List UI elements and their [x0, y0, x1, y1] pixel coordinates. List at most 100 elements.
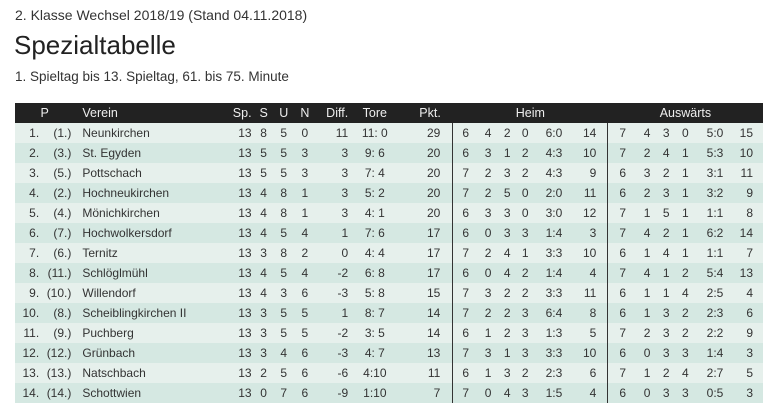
away-games-cell: 6: [607, 383, 637, 403]
team-name-cell: Pottschach: [74, 163, 227, 183]
away-goals-cell: 2:5: [695, 283, 735, 303]
away-wins-cell: 4: [637, 263, 658, 283]
wins-cell: 5: [253, 143, 274, 163]
home-losses-cell: 3: [516, 383, 535, 403]
goal-diff-cell: 1: [315, 223, 353, 243]
rank-cell: 7.: [15, 243, 43, 263]
wins-cell: 8: [253, 123, 274, 143]
home-goals-cell: 1:4: [534, 223, 574, 243]
col-s: S: [253, 103, 274, 123]
rank-cell: 9.: [15, 283, 43, 303]
away-games-cell: 6: [607, 163, 637, 183]
table-row: 5. (4.) Mönichkirchen 13 4 8 1 3 4: 1 20 6 3 3 0 3:0 12…: [15, 203, 763, 223]
previous-rank-cell: (9.): [42, 323, 75, 343]
rank-cell: 14.: [15, 383, 43, 403]
team-name-cell: St. Egyden: [74, 143, 227, 163]
wins-cell: 4: [253, 203, 274, 223]
home-games-cell: 7: [452, 383, 478, 403]
home-goals-cell: 3:3: [534, 243, 574, 263]
rank-cell: 2.: [15, 143, 43, 163]
games-cell: 13: [226, 303, 254, 323]
games-cell: 13: [226, 323, 254, 343]
team-name-cell: Natschbach: [74, 363, 227, 383]
away-losses-cell: 1: [675, 203, 696, 223]
previous-rank-cell: (13.): [42, 363, 75, 383]
away-games-cell: 7: [607, 123, 637, 143]
table-row: 7. (6.) Ternitz 13 3 8 2 0 4: 4 17 7 2 4 1 3:3 10 6 1 4 1 1:…: [15, 243, 763, 263]
home-losses-cell: 2: [516, 163, 535, 183]
home-points-cell: 10: [573, 243, 608, 263]
standings-table: P Verein Sp. S U N Diff. Tore Pkt. Heim …: [15, 103, 763, 403]
goal-diff-cell: -2: [315, 263, 353, 283]
wins-cell: 4: [253, 183, 274, 203]
home-games-cell: 6: [452, 363, 478, 383]
away-wins-cell: 1: [637, 243, 658, 263]
col-sp: Sp.: [226, 103, 254, 123]
away-games-cell: 6: [607, 283, 637, 303]
away-games-cell: 7: [607, 223, 637, 243]
home-wins-cell: 3: [477, 343, 499, 363]
goal-diff-cell: 3: [315, 183, 353, 203]
away-goals-cell: 5:4: [695, 263, 735, 283]
home-goals-cell: 6:0: [534, 123, 574, 143]
away-losses-cell: 2: [675, 303, 696, 323]
home-losses-cell: 3: [516, 323, 535, 343]
draws-cell: 3: [273, 283, 294, 303]
team-name-cell: Grünbach: [74, 343, 227, 363]
away-wins-cell: 1: [637, 283, 658, 303]
goal-diff-cell: -3: [315, 343, 353, 363]
wins-cell: 3: [253, 243, 274, 263]
table-row: 9. (10.) Willendorf 13 4 3 6 -3 5: 8 15 7 3 2 2 3:3 11 6…: [15, 283, 763, 303]
games-cell: 13: [226, 343, 254, 363]
losses-cell: 0: [293, 123, 316, 143]
draws-cell: 5: [273, 263, 294, 283]
home-draws-cell: 4: [498, 383, 517, 403]
table-row: 10. (8.) Scheiblingkirchen II 13 3 5 5 1 8: 7 14 7…: [15, 303, 763, 323]
rank-cell: 3.: [15, 163, 43, 183]
league-title: 2. Klasse Wechsel 2018/19 (Stand 04.11.2…: [15, 7, 308, 23]
goals-cell: 8: 7: [352, 303, 398, 323]
table-row: 13. (13.) Natschbach 13 2 5 6 -6 4:10 11 6 1 3 2 2:3 6 7…: [15, 363, 763, 383]
losses-cell: 6: [293, 343, 316, 363]
home-losses-cell: 2: [516, 263, 535, 283]
home-wins-cell: 0: [477, 223, 499, 243]
goal-diff-cell: -6: [315, 363, 353, 383]
team-name-cell: Puchberg: [74, 323, 227, 343]
home-points-cell: 4: [573, 263, 608, 283]
home-points-cell: 5: [573, 323, 608, 343]
home-wins-cell: 2: [477, 303, 499, 323]
home-draws-cell: 3: [498, 223, 517, 243]
away-wins-cell: 4: [637, 223, 658, 243]
home-games-cell: 6: [452, 143, 478, 163]
games-cell: 13: [226, 143, 254, 163]
page-title: Spezialtabelle: [14, 30, 176, 60]
away-wins-cell: 2: [637, 183, 658, 203]
draws-cell: 5: [273, 323, 294, 343]
home-points-cell: 14: [573, 123, 608, 143]
home-games-cell: 6: [452, 203, 478, 223]
away-goals-cell: 2:7: [695, 363, 735, 383]
home-wins-cell: 2: [477, 243, 499, 263]
away-draws-cell: 3: [657, 303, 676, 323]
home-goals-cell: 1:3: [534, 323, 574, 343]
home-games-cell: 7: [452, 243, 478, 263]
away-wins-cell: 2: [637, 143, 658, 163]
away-losses-cell: 1: [675, 223, 696, 243]
losses-cell: 6: [293, 383, 316, 403]
points-cell: 7: [397, 383, 453, 403]
games-cell: 13: [226, 263, 254, 283]
points-cell: 14: [397, 323, 453, 343]
home-wins-cell: 2: [477, 163, 499, 183]
home-points-cell: 11: [573, 283, 608, 303]
games-cell: 13: [226, 123, 254, 143]
draws-cell: 8: [273, 183, 294, 203]
home-draws-cell: 2: [498, 123, 517, 143]
wins-cell: 4: [253, 283, 274, 303]
losses-cell: 1: [293, 203, 316, 223]
games-cell: 13: [226, 223, 254, 243]
away-games-cell: 6: [607, 343, 637, 363]
away-points-cell: 3: [734, 343, 763, 363]
points-cell: 15: [397, 283, 453, 303]
home-goals-cell: 3:3: [534, 283, 574, 303]
losses-cell: 5: [293, 303, 316, 323]
